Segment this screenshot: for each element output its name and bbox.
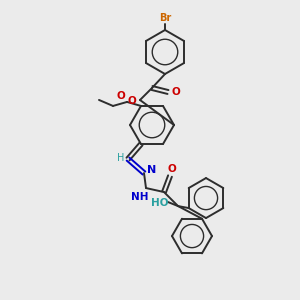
Text: Br: Br bbox=[159, 13, 171, 23]
Text: O: O bbox=[172, 87, 181, 97]
Text: H: H bbox=[117, 153, 125, 163]
Text: HO: HO bbox=[151, 198, 169, 208]
Text: NH: NH bbox=[131, 192, 149, 202]
Text: N: N bbox=[147, 165, 156, 175]
Text: O: O bbox=[127, 96, 136, 106]
Text: O: O bbox=[168, 164, 176, 174]
Text: O: O bbox=[116, 91, 125, 101]
